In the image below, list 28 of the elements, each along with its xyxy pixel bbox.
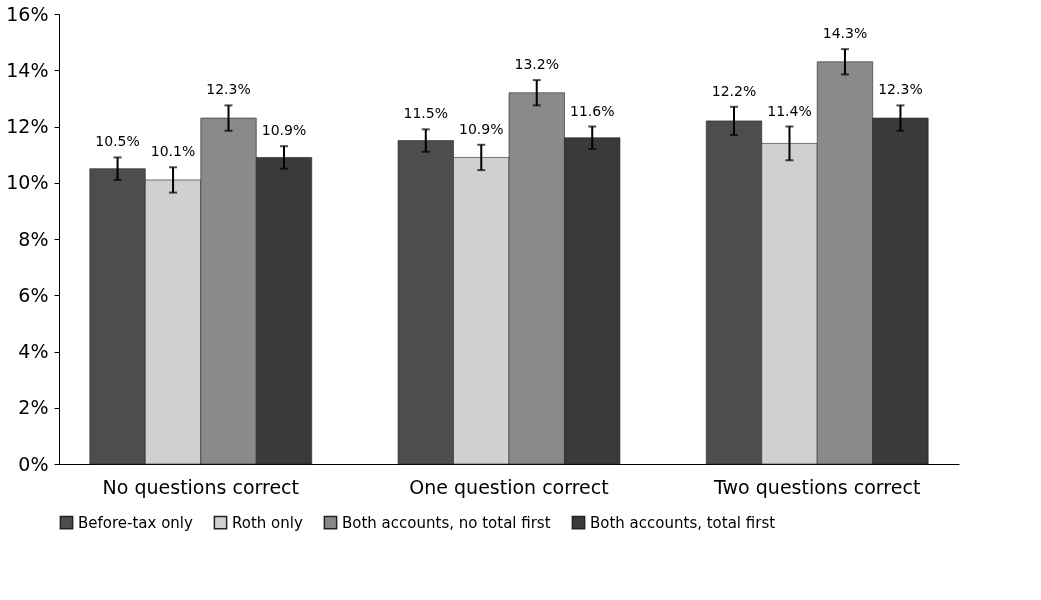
data-label: 11.5% [403, 105, 449, 122]
data-label: 10.9% [261, 122, 307, 139]
y-tick-label: 10% [6, 171, 49, 194]
legend-label: Roth only [232, 513, 303, 532]
x-tick-label: No questions correct [102, 475, 299, 498]
x-tick-label: Two questions correct [713, 475, 921, 498]
y-tick-label: 16% [6, 2, 49, 25]
y-tick-label: 14% [6, 58, 49, 81]
y-tick-label: 12% [6, 115, 49, 137]
x-tick-label: One question correct [409, 475, 609, 498]
data-label: 12.3% [206, 81, 251, 98]
legend-label: Both accounts, no total first [342, 513, 551, 532]
legend-label: Before-tax only [78, 513, 194, 532]
data-label: 12.3% [878, 81, 923, 98]
data-label: 11.4% [767, 102, 812, 119]
y-tick-label: 2% [18, 396, 49, 419]
data-label: 10.9% [459, 120, 504, 137]
data-label: 11.6% [569, 102, 615, 119]
data-label: 13.2% [514, 56, 559, 73]
data-label: 12.2% [711, 82, 757, 99]
y-tick-label: 4% [18, 340, 49, 362]
y-tick-label: 0% [18, 452, 49, 475]
y-tick-label: 6% [18, 283, 49, 306]
data-label: 10.5% [95, 133, 140, 150]
legend-label: Both accounts, total first [590, 513, 776, 532]
data-label: 14.3% [822, 25, 868, 42]
y-tick-label: 8% [18, 227, 49, 250]
data-label: 10.1% [150, 143, 196, 160]
